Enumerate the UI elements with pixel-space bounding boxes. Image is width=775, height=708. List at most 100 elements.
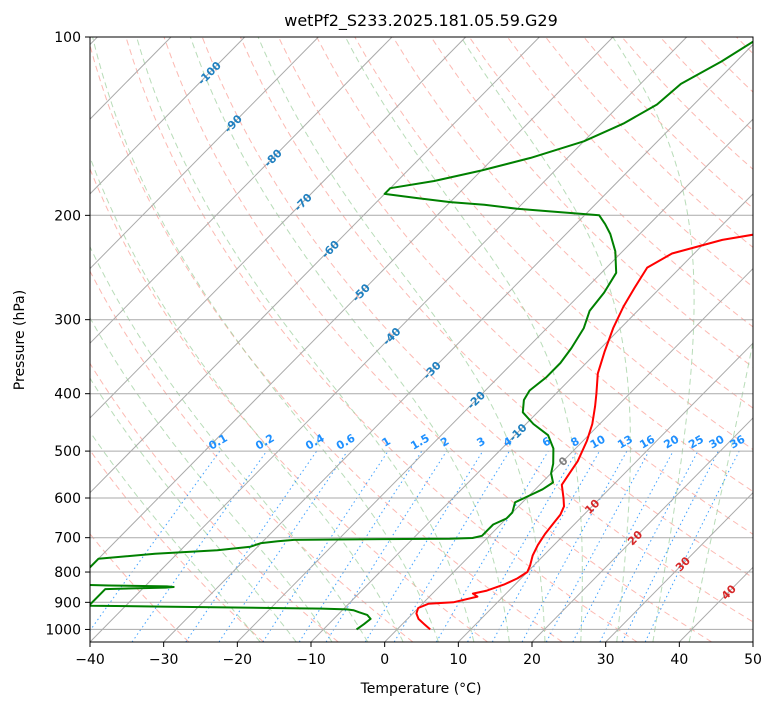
mixing-ratio-label: 8 bbox=[568, 435, 581, 450]
plot-frame bbox=[89, 36, 754, 643]
moist-adiabat bbox=[90, 377, 297, 642]
mixing-ratio-label: 0.4 bbox=[303, 431, 327, 452]
x-axis-title: Temperature (°C) bbox=[360, 681, 482, 697]
isotherm bbox=[90, 37, 688, 642]
moist-adiabat bbox=[612, 37, 695, 642]
dry-adiabat bbox=[201, 37, 753, 623]
dry-adiabat bbox=[90, 167, 488, 642]
x-tick-label: 30 bbox=[597, 652, 615, 668]
dry-adiabat bbox=[392, 37, 753, 409]
isotherm bbox=[457, 342, 753, 642]
mixing-ratio-line bbox=[621, 450, 719, 642]
x-tick-label: −40 bbox=[75, 652, 105, 668]
isotherm bbox=[531, 417, 753, 642]
dry-adiabat bbox=[316, 37, 753, 493]
y-tick-label: 500 bbox=[54, 444, 81, 460]
dry-adiabat bbox=[354, 37, 753, 451]
moist-adiabat bbox=[90, 155, 404, 642]
moist-adiabat bbox=[92, 37, 439, 642]
y-tick-label: 900 bbox=[54, 595, 81, 611]
temperature-profile bbox=[415, 233, 753, 631]
moist-adiabat bbox=[460, 37, 631, 642]
y-tick-label: 1000 bbox=[45, 622, 81, 638]
mixing-ratio-label: 36 bbox=[728, 432, 748, 451]
isotherm bbox=[752, 641, 753, 642]
isotherm bbox=[90, 37, 246, 195]
axes: −40 −30 −20 −10 0 10 20 30 40 50 100 200 300 400 500 60… bbox=[45, 30, 762, 668]
mixing-ratio-label: 1.5 bbox=[408, 432, 431, 453]
isotherm bbox=[90, 37, 467, 419]
mixing-ratio-label: 20 bbox=[662, 432, 682, 451]
mixing-ratio-line bbox=[218, 450, 348, 642]
mixing-ratio-label: 10 bbox=[588, 432, 608, 451]
moist-adiabat bbox=[257, 37, 546, 642]
x-tick-label: 50 bbox=[744, 652, 762, 668]
mixing-ratio-line bbox=[435, 450, 549, 642]
mixing-ratio-line bbox=[599, 450, 699, 642]
x-tick-label: 20 bbox=[523, 652, 541, 668]
dry-adiabat bbox=[90, 43, 563, 642]
dry-adiabat bbox=[506, 37, 753, 288]
y-axis-title: Pressure (hPa) bbox=[12, 290, 28, 390]
dry-adiabat bbox=[545, 37, 753, 249]
mixing-ratio-label: 2 bbox=[438, 435, 451, 450]
chart-title: wetPf2_S233.2025.181.05.59.G29 bbox=[284, 11, 558, 31]
mixing-ratio-line bbox=[572, 450, 674, 642]
isotherm bbox=[90, 37, 319, 270]
isotherm bbox=[236, 118, 753, 642]
dry-adiabat bbox=[90, 533, 190, 642]
x-tick-label: 40 bbox=[670, 652, 688, 668]
moist-adiabat bbox=[90, 316, 333, 642]
mixing-ratio-label: 1 bbox=[380, 435, 393, 450]
isotherm bbox=[605, 491, 753, 642]
mixing-ratio-line bbox=[491, 450, 600, 642]
moist-adiabat bbox=[688, 339, 753, 642]
dry-adiabat bbox=[239, 37, 753, 579]
mixing-ratio-line bbox=[545, 450, 650, 642]
mixing-ratio-line bbox=[185, 450, 318, 642]
y-tick-label: 400 bbox=[54, 387, 81, 403]
y-tick-label: 700 bbox=[54, 531, 81, 547]
x-tick-label: 0 bbox=[380, 652, 389, 668]
dry-adiabat bbox=[163, 37, 712, 642]
y-tick-label: 300 bbox=[54, 313, 81, 329]
mixing-ratio-line bbox=[298, 450, 423, 642]
mixing-ratio-line bbox=[325, 450, 448, 642]
dry-adiabat bbox=[697, 37, 753, 93]
dry-adiabat bbox=[468, 37, 753, 328]
mixing-ratio-label: 16 bbox=[637, 432, 657, 451]
y-tick-label: 200 bbox=[54, 208, 81, 224]
isotherm bbox=[90, 37, 614, 568]
moist-adiabat bbox=[90, 245, 369, 642]
dry-adiabat bbox=[90, 449, 264, 642]
x-tick-label: −30 bbox=[149, 652, 179, 668]
isotherm bbox=[163, 43, 753, 642]
moist-adiabat bbox=[90, 430, 261, 642]
x-tick-label: 10 bbox=[449, 652, 467, 668]
isotherm bbox=[384, 267, 753, 642]
dry-adiabat bbox=[430, 37, 753, 368]
y-tick-label: 600 bbox=[54, 491, 81, 507]
dry-adiabat bbox=[659, 37, 753, 132]
dewpoint-profile bbox=[90, 40, 753, 631]
isotherm bbox=[90, 37, 540, 494]
mixing-ratio-line bbox=[393, 450, 510, 642]
dry-adiabat bbox=[125, 37, 638, 642]
moist-adiabat bbox=[189, 37, 510, 642]
x-tick-label: −20 bbox=[223, 652, 253, 668]
mixing-ratio-label: 3 bbox=[474, 435, 487, 450]
profiles bbox=[90, 40, 753, 631]
isotherm bbox=[90, 37, 393, 344]
dry-adiabat bbox=[736, 37, 753, 55]
mixing-ratio-label: 25 bbox=[686, 433, 706, 452]
isotherm bbox=[678, 566, 753, 642]
mixing-ratio-line bbox=[262, 450, 389, 642]
y-tick-label: 800 bbox=[54, 565, 81, 581]
dry-adiabat bbox=[621, 37, 753, 170]
x-tick-label: −10 bbox=[296, 652, 326, 668]
moist-adiabat bbox=[344, 37, 583, 642]
mixing-ratio-line bbox=[364, 450, 484, 642]
mixing-ratio-label: 30 bbox=[707, 432, 727, 451]
